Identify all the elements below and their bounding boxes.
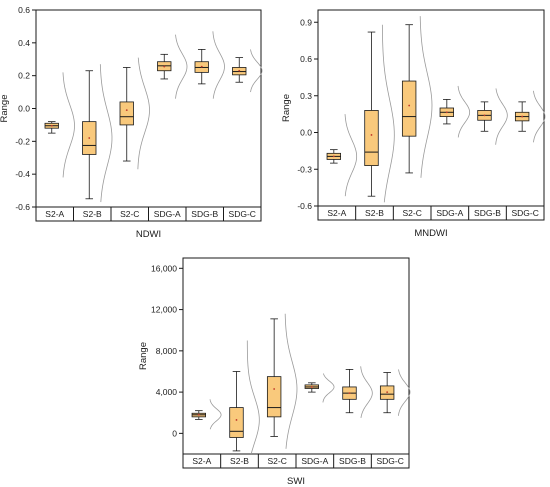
category-label: SDG-A (154, 209, 181, 219)
mean-marker (348, 392, 351, 395)
y-tick-label: 8,000 (156, 346, 178, 356)
category-label: SDG-A (301, 456, 328, 466)
y-axis-title: Range (281, 94, 292, 122)
y-axis-title: Range (0, 95, 10, 123)
distribution-curve (212, 31, 225, 99)
mean-marker (50, 124, 53, 127)
distribution-curve (360, 366, 373, 418)
category-label: SDG-C (229, 209, 256, 219)
category-label: S2-B (83, 209, 102, 219)
box (266, 376, 282, 418)
y-tick-label: 16,000 (151, 263, 177, 273)
y-tick-label: 0.0 (300, 128, 312, 138)
distribution-curve (381, 24, 395, 203)
category-label: SDG-C (511, 208, 538, 218)
category-label: SDG-B (474, 208, 501, 218)
y-tick-label: 0 (172, 428, 177, 438)
mean-marker (125, 109, 128, 112)
mean-marker (408, 104, 411, 107)
y-tick-label: 0.6 (18, 5, 30, 15)
chart-panel-ndwi: -0.6 -0.4 -0.2 0.0 0.2 0.4 0.6 Range S2-A S2-B S2-… (0, 5, 263, 240)
category-label: S2-C (120, 209, 139, 219)
mean-marker (197, 413, 200, 416)
chart-panel-mndwi: -0.6 -0.3 0.0 0.3 0.6 0.9 Range S2-A S2-B S2-C SDG… (281, 9, 546, 239)
mean-marker (483, 114, 486, 117)
x-axis-title: NDWI (136, 229, 161, 240)
category-label: S2-C (267, 456, 286, 466)
x-axis-title: SWI (287, 476, 305, 487)
mean-marker (370, 134, 373, 136)
distribution-curve (397, 369, 411, 416)
y-tick-label: 0.3 (300, 91, 312, 101)
category-label: S2-C (402, 208, 421, 218)
distribution-curve (137, 57, 150, 170)
mean-marker (445, 111, 448, 114)
box (364, 110, 379, 166)
x-axis-title: MNDWI (414, 228, 447, 239)
distribution-curve (175, 34, 188, 99)
y-tick-label: 0.6 (300, 54, 312, 64)
mean-marker (332, 155, 335, 158)
category-label: S2-A (192, 456, 211, 466)
y-tick-label: -0.2 (15, 136, 30, 146)
box (401, 80, 417, 137)
mean-marker (238, 69, 241, 72)
category-label: S2-B (230, 456, 249, 466)
plot-frame (317, 9, 545, 207)
mean-marker (310, 386, 313, 388)
mean-marker (200, 65, 203, 68)
y-tick-label: -0.4 (15, 169, 30, 179)
distribution-curve (246, 340, 260, 455)
plot-frame (35, 9, 262, 208)
chart-panel-swi: 0 4,000 8,000 12,000 16,000 Range S2-A S2-B S2-C… (138, 257, 411, 487)
y-tick-label: 0.2 (18, 71, 30, 81)
category-label: SDG-C (376, 456, 403, 466)
distribution-curve (322, 373, 335, 403)
distribution-curve (457, 85, 471, 138)
mean-marker (386, 391, 389, 394)
mean-marker (521, 115, 524, 118)
y-tick-label: 0.9 (300, 17, 312, 27)
category-label: SDG-B (339, 456, 366, 466)
y-tick-label: 4,000 (156, 387, 178, 397)
category-label: S2-B (365, 208, 384, 218)
box (229, 407, 244, 438)
distribution-curve (533, 90, 546, 143)
distribution-curve (62, 72, 75, 178)
y-tick-label: 0.4 (18, 38, 30, 48)
mean-marker (88, 137, 91, 139)
distribution-curve (419, 16, 433, 178)
distribution-curve (99, 64, 113, 203)
distribution-curve (284, 313, 298, 449)
mean-marker (163, 65, 166, 68)
mean-marker (235, 419, 238, 421)
distribution-curve (209, 399, 222, 430)
box (119, 101, 134, 126)
y-tick-label: 0.0 (18, 104, 30, 114)
category-label: SDG-B (191, 209, 218, 219)
y-tick-label: 12,000 (151, 305, 177, 315)
category-label: S2-A (45, 209, 64, 219)
y-axis-title: Range (138, 342, 149, 370)
mean-marker (273, 388, 276, 390)
distribution-curve (495, 88, 508, 145)
y-tick-label: -0.3 (297, 164, 312, 174)
y-tick-label: -0.6 (297, 201, 312, 211)
plot-frame (182, 257, 410, 455)
distribution-curve (250, 49, 263, 93)
y-tick-label: -0.6 (15, 202, 30, 212)
distribution-curve (344, 114, 358, 197)
category-label: SDG-A (436, 208, 463, 218)
category-label: S2-A (327, 208, 346, 218)
